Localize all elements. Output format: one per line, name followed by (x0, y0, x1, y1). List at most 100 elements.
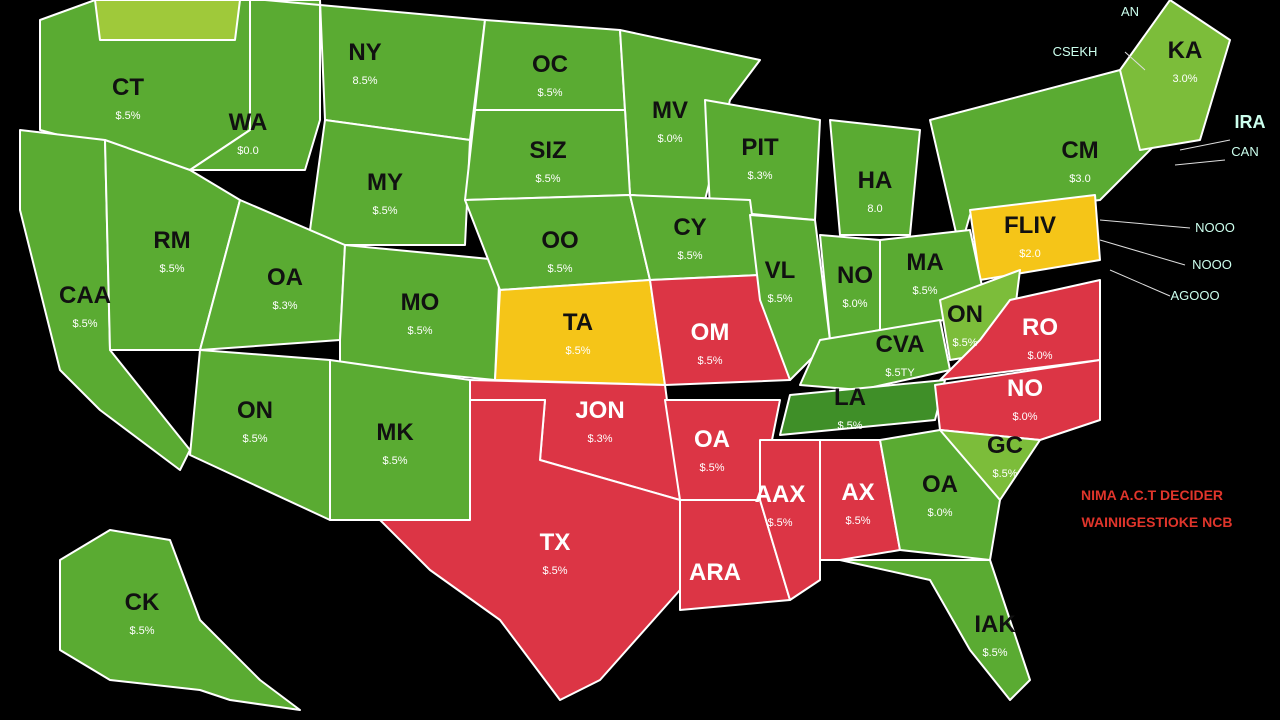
region-sublabel: $.5% (72, 318, 97, 330)
region (934, 359, 1101, 441)
region-sublabel: $0.0 (237, 145, 258, 157)
region (879, 429, 1001, 561)
callout: NOOO (1192, 257, 1232, 272)
region-sublabel: $.0% (842, 298, 867, 310)
region-sublabel: $.5% (699, 462, 724, 474)
region-label: KA (1168, 37, 1203, 64)
region-label: VL (765, 257, 796, 284)
region-sublabel: $.5% (115, 110, 140, 122)
region-sublabel: $.5% (537, 87, 562, 99)
region (799, 319, 951, 391)
region-sublabel: $.5% (767, 517, 792, 529)
region-sublabel: $.3% (747, 170, 772, 182)
region-label: MY (367, 169, 403, 196)
callout: AN (1121, 4, 1139, 19)
callout: NOOO (1195, 220, 1235, 235)
region (94, 0, 241, 41)
region-label: OM (691, 319, 730, 346)
region-label: CT (112, 74, 144, 101)
region-label: WA (229, 109, 268, 136)
region-sublabel: $.0% (1027, 350, 1052, 362)
region-label: CY (673, 214, 706, 241)
region-label: RM (153, 227, 190, 254)
region-label: AAX (755, 481, 806, 508)
region-label: TX (540, 529, 571, 556)
region-label: IAK (974, 611, 1016, 638)
region-sublabel: $.5% (565, 345, 590, 357)
region-sublabel: $.5% (242, 433, 267, 445)
note: WAINIIGESTIOKE NCB (1082, 514, 1233, 530)
region-label: OO (541, 227, 578, 254)
region-sublabel: $.3% (272, 300, 297, 312)
region (829, 119, 921, 236)
region-label: ON (237, 397, 273, 424)
region-sublabel: $.5% (677, 250, 702, 262)
region-label: OC (532, 51, 568, 78)
region (749, 214, 831, 381)
region (309, 119, 471, 246)
region-sublabel: $2.0 (1019, 248, 1040, 260)
region-label: PIT (741, 134, 779, 161)
region-label: MO (401, 289, 440, 316)
region (779, 379, 946, 436)
region-label: GC (987, 432, 1023, 459)
region-sublabel: $.5% (952, 337, 977, 349)
region-sublabel: $.5TY (885, 367, 915, 379)
region-label: OA (922, 471, 958, 498)
region-sublabel: $.5% (767, 293, 792, 305)
region-sublabel: $.5% (697, 355, 722, 367)
labels: CT $.5% WA $0.0 NY 8.5% OC $.5% MV $.0% PIT $.3% HA 8… (59, 37, 1202, 659)
region-label: CVA (876, 331, 925, 358)
region (1119, 0, 1231, 151)
region-label: AX (841, 479, 874, 506)
leader-lines (1099, 51, 1231, 297)
region-label: CAA (59, 282, 111, 309)
region-label: JON (575, 397, 624, 424)
region-label: HA (858, 167, 893, 194)
region-sublabel: $3.0 (1069, 173, 1090, 185)
region-label: ON (947, 301, 983, 328)
region-label: MV (652, 97, 688, 124)
region-sublabel: $.5% (407, 325, 432, 337)
region-label: NY (348, 39, 381, 66)
region-sublabel: $.3% (587, 433, 612, 445)
region-sublabel: 8.0 (867, 203, 882, 215)
region-sublabel: $.5% (992, 468, 1017, 480)
region-sublabel: $.5% (159, 263, 184, 275)
region (839, 559, 1031, 701)
callout: AGOOO (1170, 288, 1219, 303)
region (379, 399, 681, 701)
region-sublabel: 3.0% (1172, 73, 1197, 85)
region-label: FLIV (1004, 212, 1056, 239)
region-label: CM (1061, 137, 1098, 164)
region (819, 439, 901, 561)
region-sublabel: $.5% (547, 263, 572, 275)
region (59, 529, 301, 711)
region-label: MK (376, 419, 414, 446)
region-sublabel: 8.5% (352, 75, 377, 87)
region-sublabel: $.5% (535, 173, 560, 185)
region-label: LA (834, 384, 866, 411)
region-sublabel: $.5% (982, 647, 1007, 659)
region-label: TA (563, 309, 593, 336)
region-sublabel: $.5% (845, 515, 870, 527)
region (189, 0, 321, 171)
region-label: ARA (689, 559, 741, 586)
region-sublabel: $.0% (657, 133, 682, 145)
callout: CAN (1231, 144, 1258, 159)
state-shapes (19, 0, 1231, 711)
callout: CSEKH (1053, 44, 1098, 59)
region-sublabel: $.5% (912, 285, 937, 297)
region-sublabel: $.5% (382, 455, 407, 467)
region-label: NO (1007, 375, 1043, 402)
region (939, 279, 1101, 381)
region-label: NO (837, 262, 873, 289)
region-sublabel: $.5% (129, 625, 154, 637)
region-sublabel: $.5% (837, 420, 862, 432)
region-sublabel: $.5% (372, 205, 397, 217)
region-sublabel: $.5% (542, 565, 567, 577)
region-sublabel: $.0% (927, 507, 952, 519)
region-label: MA (906, 249, 943, 276)
region-label: OA (694, 426, 730, 453)
